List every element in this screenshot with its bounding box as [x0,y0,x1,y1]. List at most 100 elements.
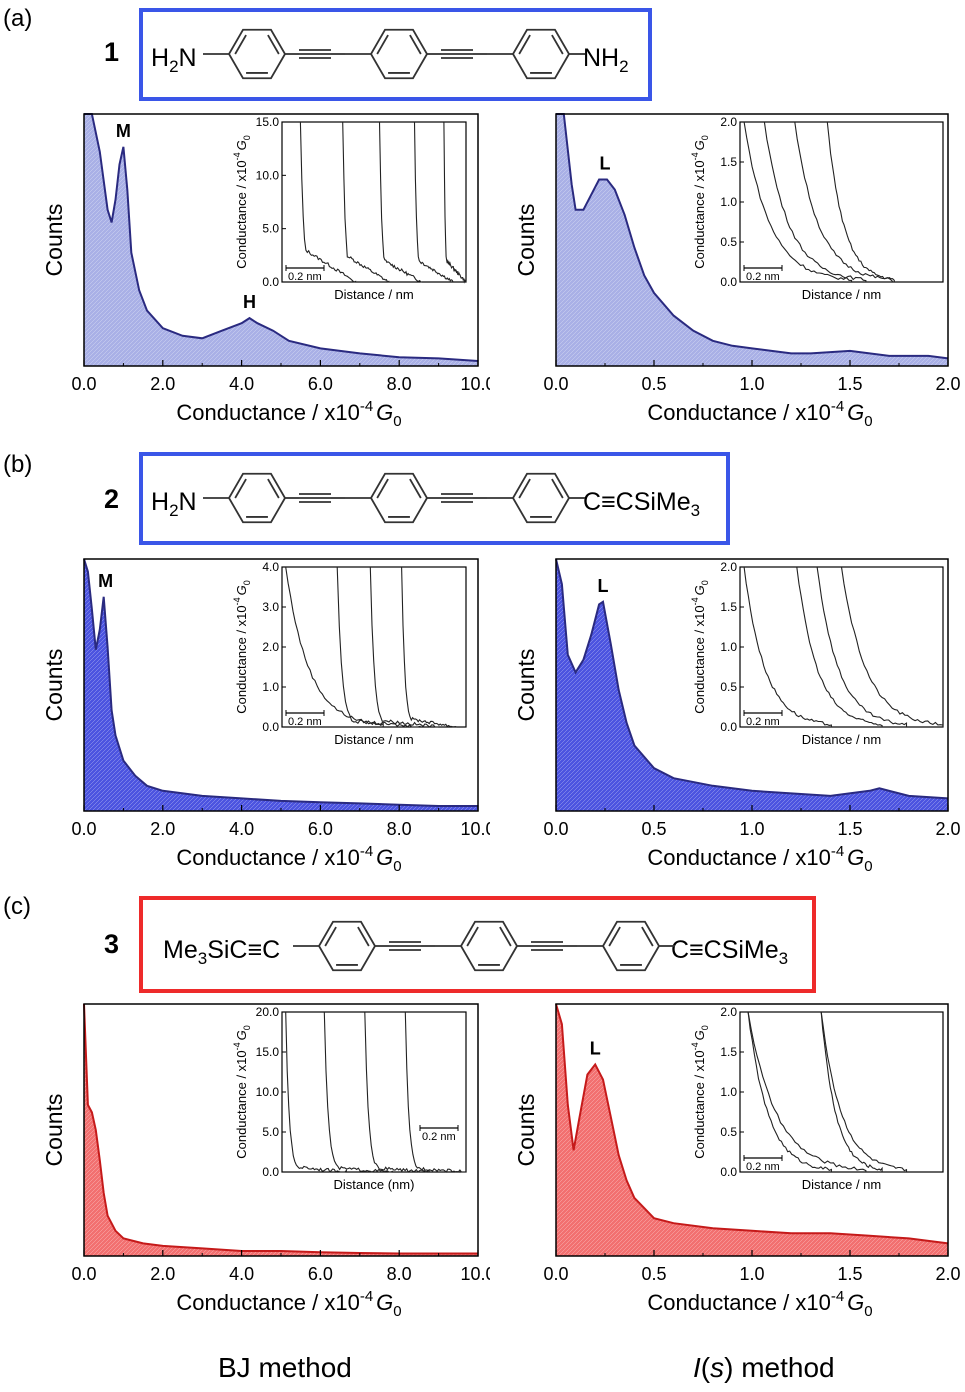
inset-frame [281,121,467,283]
x-tick-label: 0.0 [71,374,96,394]
inset-y-label: Conductance / x10-4G0 [232,1025,252,1159]
inset-y-label: Conductance / x10-4G0 [690,580,710,714]
x-axis-label: Conductance / x10-4 G0 [647,843,872,875]
x-tick-label: 2.0 [935,1264,960,1284]
inset-trace [743,121,853,282]
y-axis-label: Counts [41,1094,67,1167]
inset-y-label: Conductance / x10-4G0 [232,135,252,269]
y-axis-label: Counts [41,204,67,277]
inset-y-tick: 0.5 [720,235,737,249]
inset-trace [743,566,832,727]
inset-y-tick: 20.0 [256,1005,280,1019]
inset-trace [323,1011,393,1173]
molecule-structure-1: H2N NH2 [151,28,629,80]
method-paren-open: ( [700,1352,711,1383]
inset-y-tick: 10.0 [256,168,280,182]
inset-y-tick: 0.0 [262,720,279,734]
x-tick-label: 6.0 [308,1264,333,1284]
inset-trace [747,1011,867,1172]
inset-y-tick: 2.0 [720,560,737,574]
molecule-structure-2: H2N C≡CSiMe3 [151,472,700,524]
x-tick-label: 8.0 [387,1264,412,1284]
inset-trace [404,1011,466,1173]
inset-scalebar-label: 0.2 nm [288,716,322,728]
x-tick-label: 4.0 [229,374,254,394]
inset-trace [401,566,457,728]
inset-y-tick: 1.0 [262,680,279,694]
x-tick-label: 8.0 [387,819,412,839]
x-tick-label: 2.0 [935,819,960,839]
x-tick-label: 1.0 [739,1264,764,1284]
inset-y-label: Conductance / x10-4G0 [232,580,252,714]
inset-y-tick: 0.0 [720,275,737,289]
inset-y-tick: 15.0 [256,115,280,129]
peak-label-M: M [98,571,113,591]
x-axis-label: Conductance / x10-4 G0 [647,398,872,430]
inset-trace [820,1011,883,1172]
molecule-backbone [293,920,675,972]
inset-trace [816,566,908,727]
histogram-area [84,114,478,366]
y-axis-label: Counts [513,1094,539,1167]
molecule-structure-3: Me3SiC≡C C≡CSiMe3 [163,920,788,972]
inset-frame [281,1011,467,1173]
inset-x-label: Distance / nm [802,1177,881,1192]
molecule-backbone [203,472,585,524]
x-tick-label: 0.0 [71,819,96,839]
inset-frame [281,566,467,728]
inset-trace [336,566,421,728]
right-group-label: NH2 [583,44,629,76]
x-axis-label: Conductance / x10-4 G0 [176,843,401,875]
peak-label-H: H [243,292,256,312]
method-label-bj: BJ method [218,1352,352,1383]
histogram-area [556,1004,948,1256]
inset-y-tick: 0.0 [720,1165,737,1179]
inset-y-tick: 2.0 [720,115,737,129]
x-tick-label: 0.5 [641,1264,666,1284]
inset-y-tick: 1.0 [720,1085,737,1099]
inset-y-tick: 1.5 [720,600,737,614]
x-tick-label: 2.0 [150,819,175,839]
histogram-b-is: 0.0 0.5 1.0 1.5 2.0 Conductance / x10-4 G0 Coun… [513,558,961,875]
inset-scalebar-label: 0.2 nm [746,716,780,728]
x-tick-label: 1.5 [837,1264,862,1284]
left-group-label: H2N [151,488,197,520]
x-tick-label: 2.0 [935,374,960,394]
inset-trace [826,121,895,282]
x-tick-label: 1.0 [739,819,764,839]
x-tick-label: 10.0 [460,374,490,394]
inset-y-tick: 1.0 [720,195,737,209]
histogram-a-bj: 0.0 2.0 4.0 6.0 8.0 10.0 Conductance / x10-4G0… [41,113,490,430]
inset-y-tick: 0.5 [720,680,737,694]
inset-trace [443,121,467,284]
histogram-outline [84,113,479,362]
inset-y-tick: 0.0 [262,1165,279,1179]
histogram-area [556,114,948,366]
inset-x-label: Distance (nm) [334,1177,415,1192]
inset-scalebar-label: 0.2 nm [288,271,322,283]
left-group-label: Me3SiC≡C [163,936,280,968]
inset-y-tick: 0.5 [720,1125,737,1139]
histogram-area [84,559,478,811]
inset-trace [413,121,454,283]
histogram-b-bj: 0.0 2.0 4.0 6.0 8.0 10.0 Conductance / x10-4G0… [41,558,490,875]
inset-y-tick: 1.5 [720,1045,737,1059]
x-tick-label: 4.0 [229,1264,254,1284]
method-label-is-var: I [693,1352,701,1383]
molecule-number-3: 3 [104,929,120,959]
inset-y-tick: 5.0 [262,222,279,236]
inset-y-tick: 0.0 [720,720,737,734]
peak-label-L: L [600,154,611,174]
inset-trace [364,1011,430,1173]
inset-frame [739,121,944,283]
right-group-label: C≡CSiMe3 [583,488,700,520]
x-tick-label: 10.0 [460,819,490,839]
x-axis-label: Conductance / x10-4 G0 [176,398,401,430]
inset-trace [378,121,422,283]
inset-y-tick: 3.0 [262,600,279,614]
right-group-label: C≡CSiMe3 [671,936,788,968]
inset-x-label: Distance / nm [334,287,413,302]
inset-trace [285,566,384,727]
molecule-backbone [203,28,585,80]
histogram-outline [555,1003,949,1245]
